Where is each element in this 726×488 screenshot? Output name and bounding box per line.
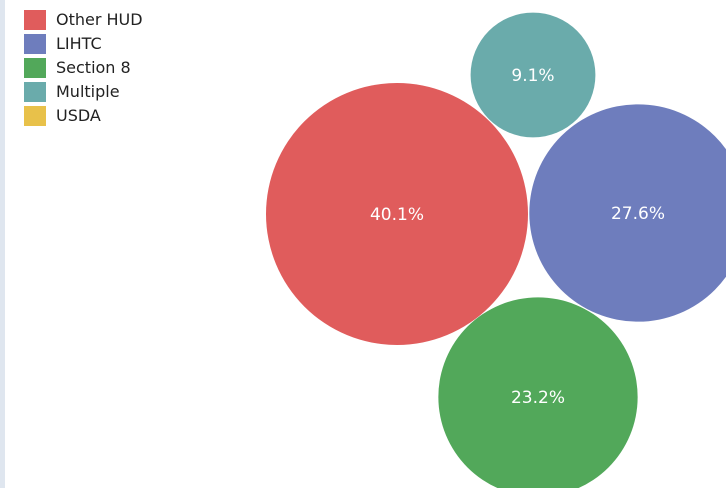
legend-swatch-usda (24, 106, 46, 126)
bubble-lihtc[interactable] (529, 104, 726, 322)
legend-item-section-8[interactable]: Section 8 (24, 56, 143, 80)
legend-label: LIHTC (56, 34, 102, 53)
legend-swatch-section-8 (24, 58, 46, 78)
legend-item-lihtc[interactable]: LIHTC (24, 32, 143, 56)
legend-swatch-other-hud (24, 10, 46, 30)
bubble-other-hud[interactable] (266, 83, 528, 345)
legend-swatch-multiple (24, 82, 46, 102)
bubble-section-8[interactable] (438, 297, 638, 488)
bubble-label-other-hud: 40.1% (370, 205, 424, 225)
legend-item-usda[interactable]: USDA (24, 104, 143, 128)
legend-label: Other HUD (56, 10, 143, 29)
legend-item-multiple[interactable]: Multiple (24, 80, 143, 104)
bubble-multiple[interactable] (470, 12, 596, 138)
legend-label: USDA (56, 106, 101, 125)
legend: Other HUD LIHTC Section 8 Multiple USDA (24, 8, 143, 128)
bubble-label-section-8: 23.2% (511, 388, 565, 408)
legend-swatch-lihtc (24, 34, 46, 54)
left-edge-rule (0, 0, 5, 488)
bubble-label-lihtc: 27.6% (611, 204, 665, 224)
legend-label: Multiple (56, 82, 120, 101)
legend-label: Section 8 (56, 58, 131, 77)
bubble-label-multiple: 9.1% (511, 66, 554, 86)
legend-item-other-hud[interactable]: Other HUD (24, 8, 143, 32)
